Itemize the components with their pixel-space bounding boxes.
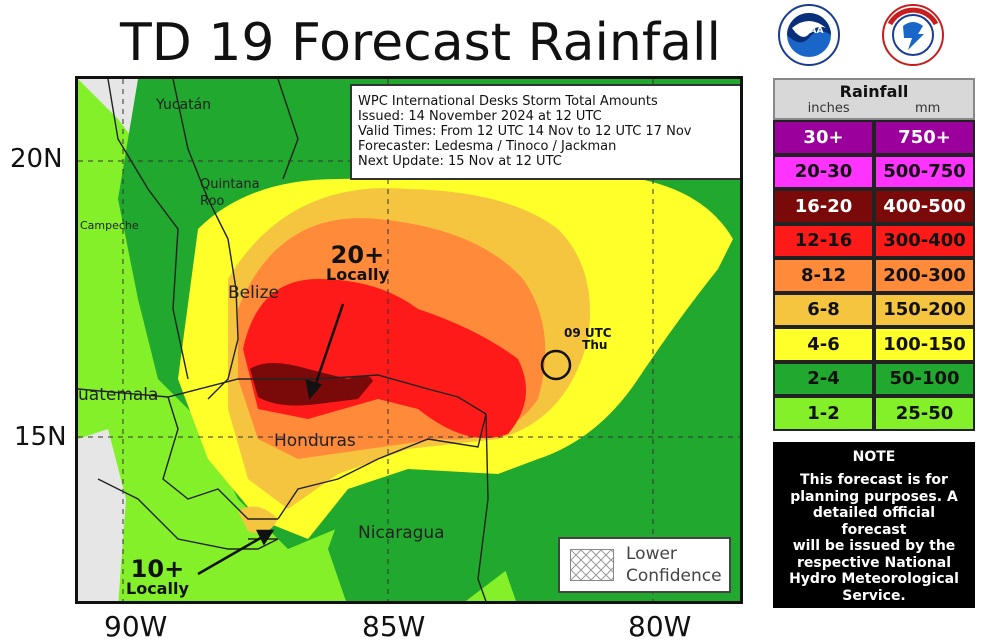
- info-line-next-update: Next Update: 15 Nov at 12 UTC: [358, 154, 562, 169]
- info-line-valid: Valid Times: From 12 UTC 14 Nov to 12 UT…: [358, 124, 692, 139]
- note-line-7: Service.: [842, 587, 906, 604]
- legend-title: Rainfall: [839, 82, 909, 101]
- note-line-2: planning purposes. A: [790, 488, 958, 505]
- legend-cell-in: 16-20: [773, 189, 874, 224]
- note-line-4: will be issued by the: [792, 538, 956, 554]
- rainfall-map: WPC International Desks Storm Total Amou…: [75, 76, 743, 604]
- legend-cell-mm: 200-300: [874, 258, 975, 293]
- legend-cell-in: 4-6: [773, 327, 874, 362]
- annotation-max-value: 20+: [330, 241, 385, 269]
- info-box: WPC International Desks Storm Total Amou…: [350, 84, 740, 180]
- note-text: This forecast is for planning purposes. …: [779, 472, 969, 604]
- lon-label-90w: 90W: [104, 610, 168, 643]
- legend-cell-mm: 300-400: [874, 223, 975, 258]
- legend-cell-in: 2-4: [773, 361, 874, 396]
- annotation-min-value: 10+: [130, 555, 185, 583]
- annotation-min: 10+ Locally: [126, 557, 189, 597]
- legend-unit-inches: inches: [807, 101, 850, 116]
- lat-label-20n: 20N: [10, 144, 63, 174]
- lower-confidence-line2: Confidence: [626, 566, 722, 586]
- annotation-max-qualifier: Locally: [326, 265, 389, 284]
- rainfall-legend: Rainfall inches mm 30+ 750+ 20-30 500-750 16…: [773, 78, 975, 431]
- lower-confidence-label: Lower Confidence: [626, 543, 722, 587]
- legend-cell-in: 1-2: [773, 396, 874, 431]
- place-yucatan: Yucatán: [156, 97, 212, 113]
- info-line-forecaster: Forecaster: Ledesma / Tinoco / Jackman: [358, 139, 617, 154]
- place-guatemala: uatemala: [78, 385, 159, 405]
- lon-label-85w: 85W: [362, 610, 426, 643]
- legend-cell-mm: 750+: [874, 120, 975, 155]
- storm-position-marker: [540, 349, 572, 381]
- lon-label-80w: 80W: [628, 610, 692, 643]
- band-2-4-nicaragua: [328, 484, 508, 601]
- place-quintana-roo-1: Quintana: [200, 177, 260, 192]
- arrow-max-head: [305, 379, 323, 400]
- svg-text:NOAA: NOAA: [795, 26, 824, 36]
- page-title: TD 19 Forecast Rainfall: [120, 13, 721, 73]
- note-box: NOTE This forecast is for planning purpo…: [773, 442, 975, 608]
- legend-row: 4-6 100-150: [773, 327, 975, 362]
- legend-cell-in: 8-12: [773, 258, 874, 293]
- legend-rows: 30+ 750+ 20-30 500-750 16-20 400-500 12-16 300-…: [773, 120, 975, 431]
- arrow-min: [197, 534, 265, 576]
- legend-cell-mm: 50-100: [874, 361, 975, 396]
- legend-cell-in: 6-8: [773, 292, 874, 327]
- note-line-5: respective National: [796, 554, 952, 571]
- lower-confidence-key: Lower Confidence: [558, 537, 731, 593]
- legend-row: 30+ 750+: [773, 120, 975, 155]
- border-nicaragua: [277, 413, 487, 520]
- legend-cell-mm: 100-150: [874, 327, 975, 362]
- coast-cozumel: [277, 79, 299, 180]
- legend-cell-in: 20-30: [773, 154, 874, 189]
- legend-cell-mm: 150-200: [874, 292, 975, 327]
- arrow-min-head: [255, 529, 275, 546]
- note-title: NOTE: [852, 449, 896, 465]
- band-6-8-south: [238, 506, 278, 534]
- place-nicaragua: Nicaragua: [358, 523, 445, 543]
- note-line-6: Hydro Meteorological: [789, 571, 959, 587]
- legend-cell-mm: 400-500: [874, 189, 975, 224]
- noaa-logo: NOAA: [778, 4, 840, 66]
- legend-row: 8-12 200-300: [773, 258, 975, 293]
- border-guatemala: [162, 396, 278, 520]
- legend-cell-in: 12-16: [773, 223, 874, 258]
- annotation-min-qualifier: Locally: [126, 579, 189, 598]
- coast-honduras-north: [78, 374, 487, 415]
- hatch-swatch: [570, 549, 614, 581]
- legend-header: Rainfall inches mm: [773, 78, 975, 120]
- coast-pacific: [97, 478, 279, 550]
- note-line-1: This forecast is for: [800, 472, 948, 488]
- legend-row: 6-8 150-200: [773, 292, 975, 327]
- nws-logo: [882, 4, 944, 66]
- legend-unit-mm: mm: [915, 101, 941, 116]
- note-line-3: detailed official forecast: [812, 505, 936, 538]
- place-campeche: Campeche: [80, 219, 139, 232]
- info-line-product: WPC International Desks Storm Total Amou…: [358, 94, 658, 109]
- nodata-west: [78, 429, 126, 601]
- legend-row: 20-30 500-750: [773, 154, 975, 189]
- legend-cell-in: 30+: [773, 120, 874, 155]
- info-line-issued: Issued: 14 November 2024 at 12 UTC: [358, 109, 602, 124]
- legend-cell-mm: 25-50: [874, 396, 975, 431]
- storm-time-2: Thu: [582, 338, 608, 352]
- storm-time-1: 09 UTC: [564, 326, 612, 340]
- annotation-max: 20+ Locally: [326, 243, 389, 283]
- arrow-max: [312, 303, 345, 390]
- legend-row: 1-2 25-50: [773, 396, 975, 431]
- lat-label-15n: 15N: [14, 422, 67, 452]
- legend-row: 12-16 300-400: [773, 223, 975, 258]
- legend-row: 2-4 50-100: [773, 361, 975, 396]
- legend-cell-mm: 500-750: [874, 154, 975, 189]
- storm-time-label: 09 UTC Thu: [564, 327, 612, 351]
- lower-confidence-line1: Lower: [626, 544, 677, 564]
- legend-row: 16-20 400-500: [773, 189, 975, 224]
- place-honduras: Honduras: [274, 431, 356, 451]
- coast-belize: [172, 79, 239, 400]
- place-belize: Belize: [228, 283, 279, 303]
- place-quintana-roo-2: Roo: [200, 194, 225, 209]
- coast-nicaragua-east: [477, 413, 489, 601]
- border-mexico: [107, 79, 189, 380]
